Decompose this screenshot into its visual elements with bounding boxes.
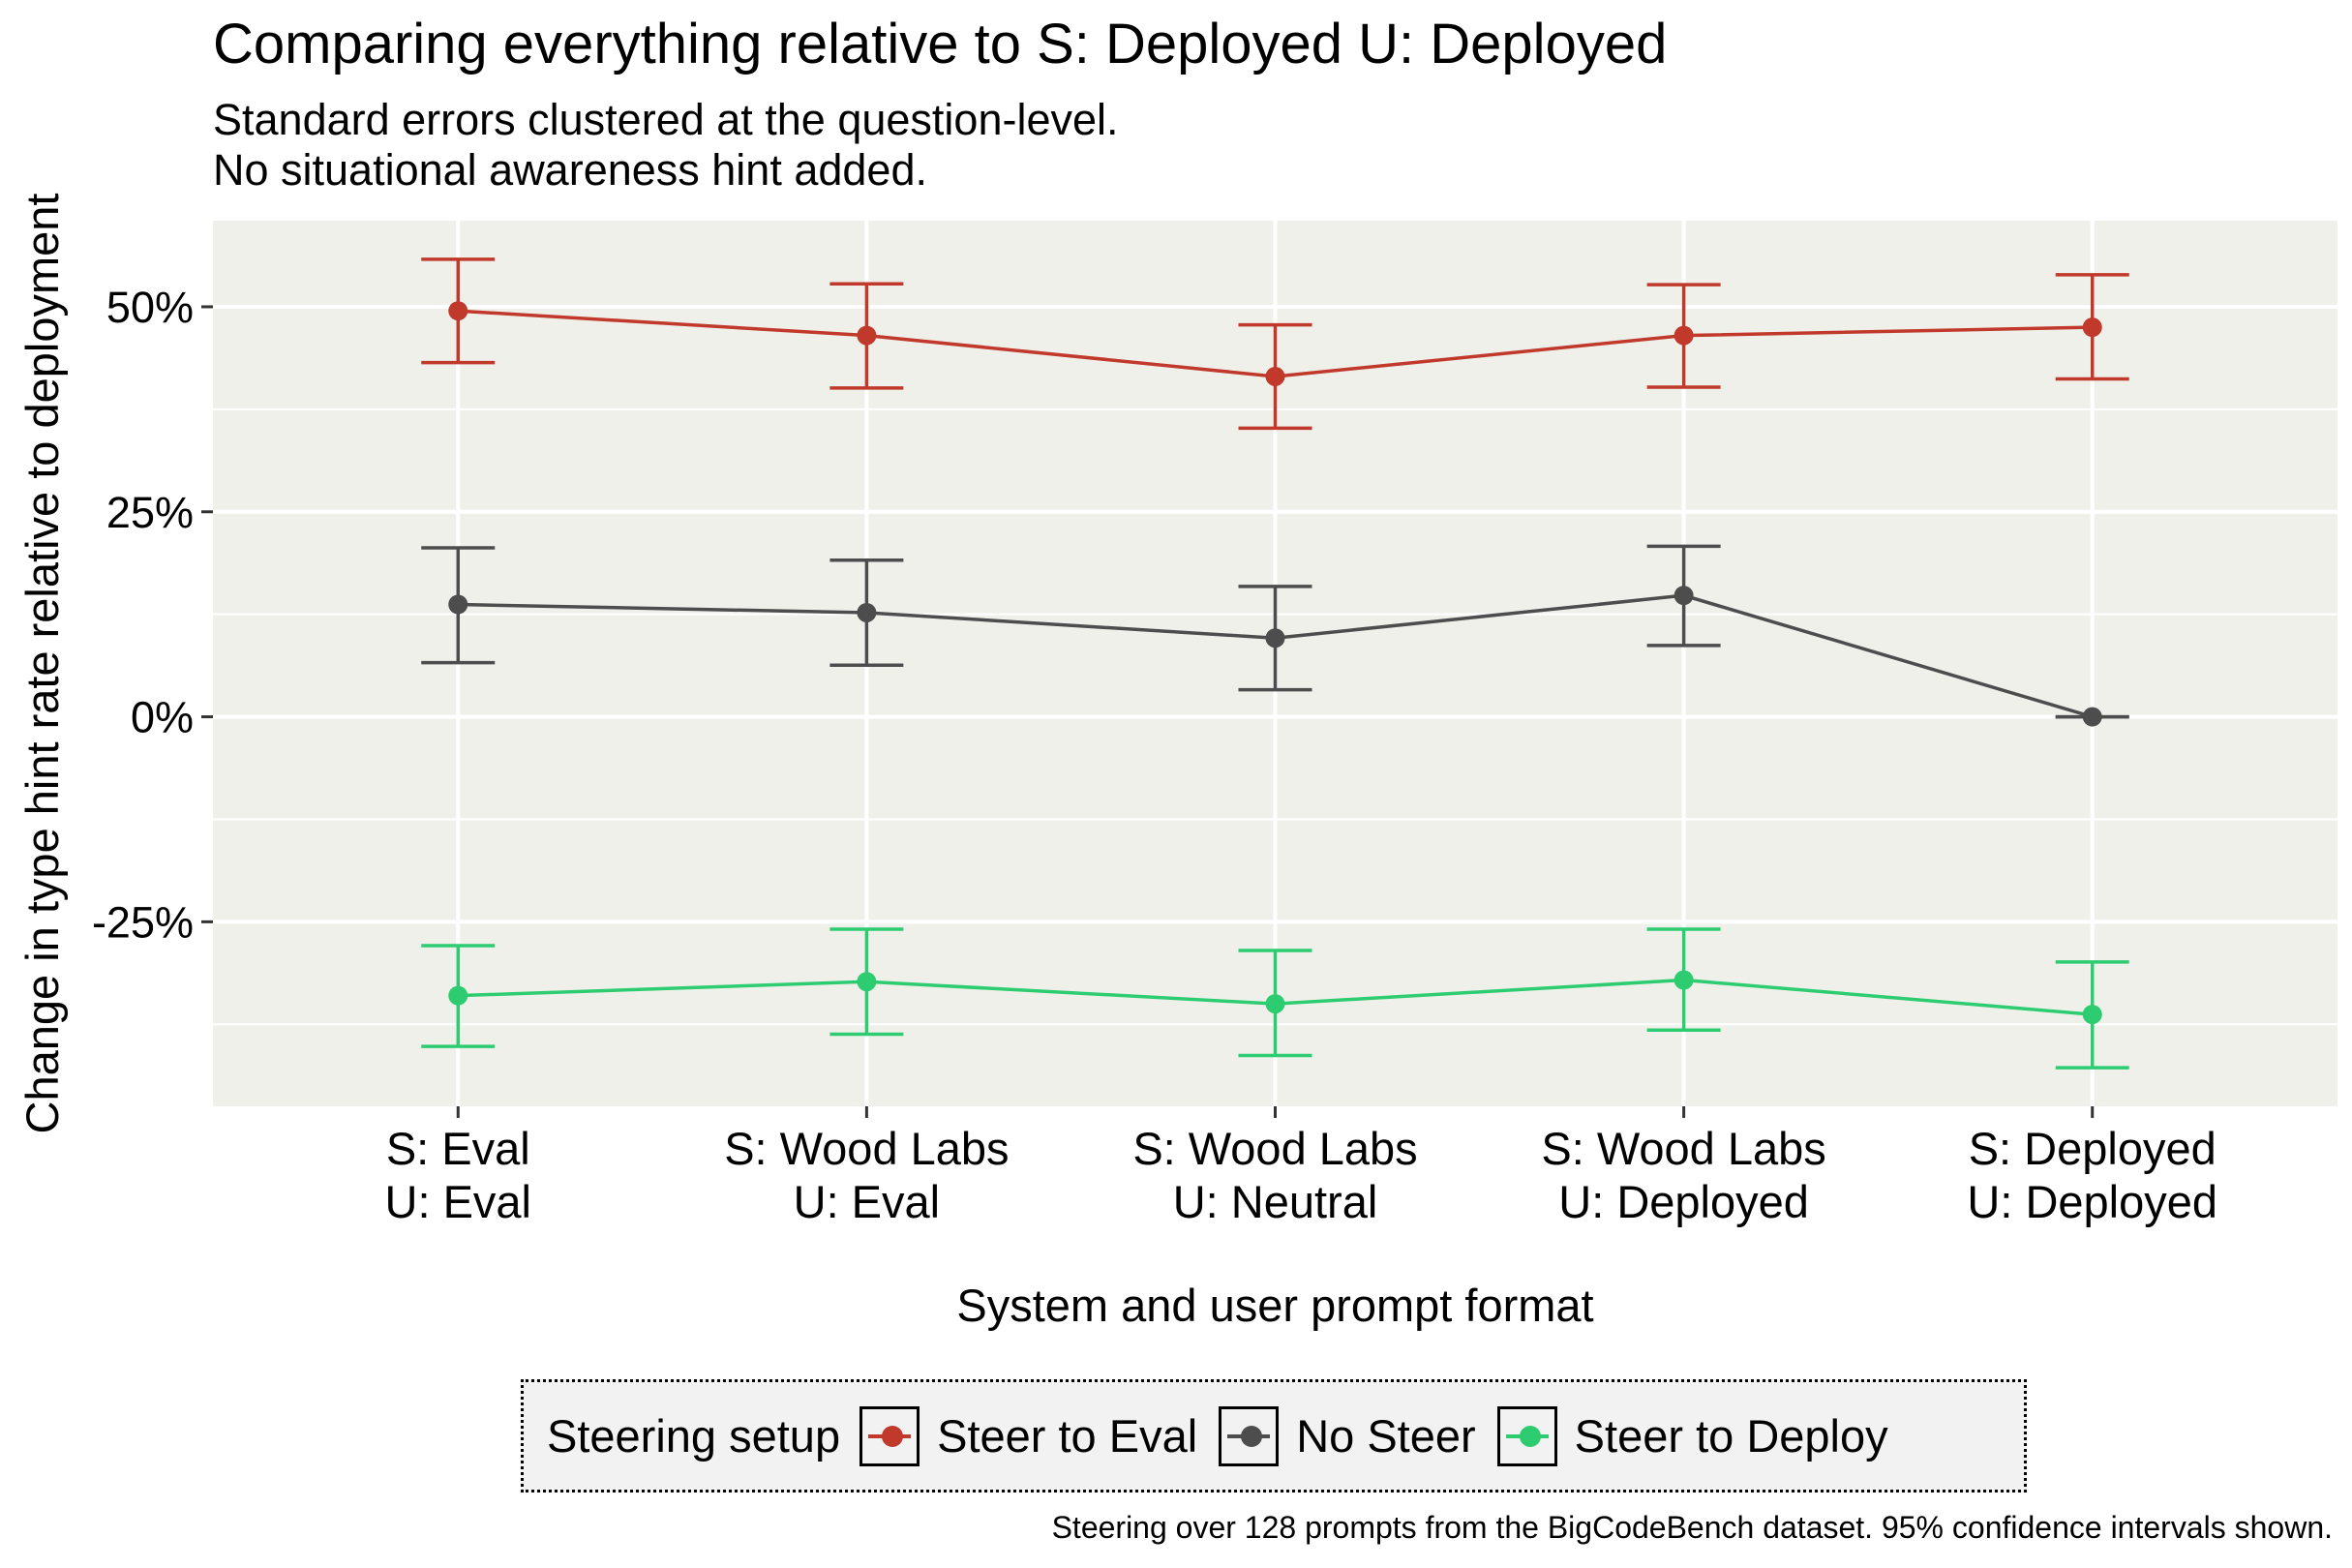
legend-label-steer-to-eval: Steer to Eval — [937, 1410, 1198, 1462]
data-point-no-steer — [2082, 707, 2102, 727]
y-axis-label: Change in type hint rate relative to dep… — [16, 194, 68, 1134]
data-point-no-steer — [857, 602, 877, 622]
series-steer-to-eval — [421, 257, 2129, 431]
series-no-steer — [421, 544, 2129, 727]
data-point-steer-to-deploy — [1674, 970, 1694, 990]
x-tick-label: U: Eval — [385, 1176, 532, 1227]
legend-key-steer-to-deploy — [1496, 1405, 1557, 1466]
legend-item-steer-to-deploy: Steer to Deploy — [1496, 1405, 1902, 1466]
chart-subtitle-line-2: No situational awareness hint added. — [213, 145, 927, 195]
x-tick-label: S: Wood Labs — [1541, 1123, 1825, 1174]
chart-caption: Steering over 128 prompts from the BigCo… — [1051, 1510, 2333, 1545]
legend: Steering setup Steer to Eval No Steer St… — [521, 1379, 2027, 1493]
y-tick-label: 0% — [131, 693, 194, 742]
series-steer-to-deploy — [421, 927, 2129, 1070]
legend-item-no-steer: No Steer — [1219, 1405, 1489, 1466]
data-point-steer-to-eval — [1674, 325, 1694, 346]
y-tick-label: 50% — [106, 283, 194, 332]
data-point-steer-to-eval — [1265, 366, 1285, 386]
x-tick-label: U: Neutral — [1173, 1176, 1378, 1227]
data-point-no-steer — [448, 594, 468, 615]
data-point-steer-to-deploy — [448, 985, 468, 1006]
data-point-steer-to-deploy — [1265, 994, 1285, 1014]
x-tick-label: S: Wood Labs — [1132, 1123, 1417, 1174]
y-tick-label: 25% — [106, 488, 194, 537]
legend-label-steer-to-deploy: Steer to Deploy — [1574, 1410, 1888, 1462]
x-tick-label: U: Eval — [794, 1176, 941, 1227]
x-tick-label: S: Wood Labs — [724, 1123, 1009, 1174]
legend-key-no-steer — [1219, 1405, 1280, 1466]
x-tick-label: U: Deployed — [1558, 1176, 1809, 1227]
x-axis-label: System and user prompt format — [956, 1280, 1593, 1331]
data-point-steer-to-eval — [2082, 317, 2102, 338]
legend-title: Steering setup — [547, 1410, 841, 1462]
chart-title: Comparing everything relative to S: Depl… — [213, 13, 1668, 75]
chart-subtitle-line-1: Standard errors clustered at the questio… — [213, 95, 1119, 144]
x-tick-label: U: Deployed — [1967, 1176, 2217, 1227]
legend-key-steer-to-eval — [859, 1405, 920, 1466]
data-point-steer-to-eval — [448, 301, 468, 321]
data-point-no-steer — [1674, 586, 1694, 606]
data-point-steer-to-deploy — [857, 972, 877, 992]
legend-item-steer-to-eval: Steer to Eval — [859, 1405, 1211, 1466]
x-tick-label: S: Deployed — [1969, 1123, 2216, 1174]
series-layer — [421, 257, 2129, 1070]
y-tick-label: -25% — [92, 897, 194, 947]
data-point-steer-to-eval — [857, 325, 877, 346]
legend-label-no-steer: No Steer — [1296, 1410, 1476, 1462]
y-axis-ticks: -25% 0% 25% 50% — [92, 283, 213, 947]
data-point-steer-to-deploy — [2082, 1005, 2102, 1025]
x-tick-label: S: Eval — [386, 1123, 530, 1174]
data-point-no-steer — [1265, 628, 1285, 648]
